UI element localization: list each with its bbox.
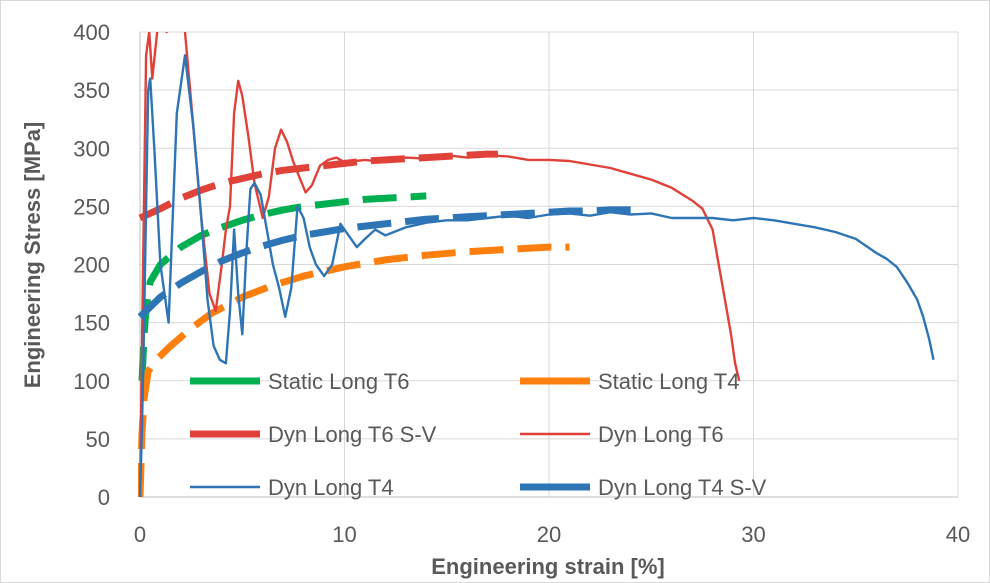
legend-label: Static Long T6 (268, 369, 409, 394)
y-tick-label: 250 (73, 194, 110, 219)
legend-label: Static Long T4 (598, 369, 739, 394)
y-tick-label: 400 (73, 20, 110, 45)
legend-label: Dyn Long T6 (598, 422, 724, 447)
legend-label: Dyn Long T4 (268, 475, 394, 500)
x-tick-label: 40 (946, 522, 970, 547)
y-tick-label: 100 (73, 369, 110, 394)
y-axis-title: Engineering Stress [MPa] (20, 122, 45, 389)
series-line-dyn-long-t4-s-v (138, 206, 641, 320)
legend-label: Dyn Long T4 S-V (598, 475, 767, 500)
series-line-static-long-t6 (138, 192, 427, 381)
x-tick-label: 30 (741, 522, 765, 547)
legend-label: Dyn Long T6 S-V (268, 422, 437, 447)
y-tick-label: 50 (86, 427, 110, 452)
x-axis-title: Engineering strain [%] (431, 554, 664, 579)
y-tick-label: 350 (73, 78, 110, 103)
series-line-static-long-t4 (138, 243, 570, 498)
y-tick-label: 150 (73, 311, 110, 336)
series (138, 32, 935, 498)
x-tick-label: 0 (134, 522, 146, 547)
y-tick-label: 0 (98, 485, 110, 510)
x-tick-label: 10 (332, 522, 356, 547)
axes: 0 50 100 150 200 250 300 350 400 0 10 20 30 40 (73, 20, 970, 547)
legend: Static Long T6 Static Long T4 Dyn Long T6 … (190, 369, 767, 500)
x-tick-label: 20 (537, 522, 561, 547)
y-tick-label: 300 (73, 136, 110, 161)
series-line-dyn-long-t4 (138, 54, 935, 498)
y-tick-label: 200 (73, 253, 110, 278)
